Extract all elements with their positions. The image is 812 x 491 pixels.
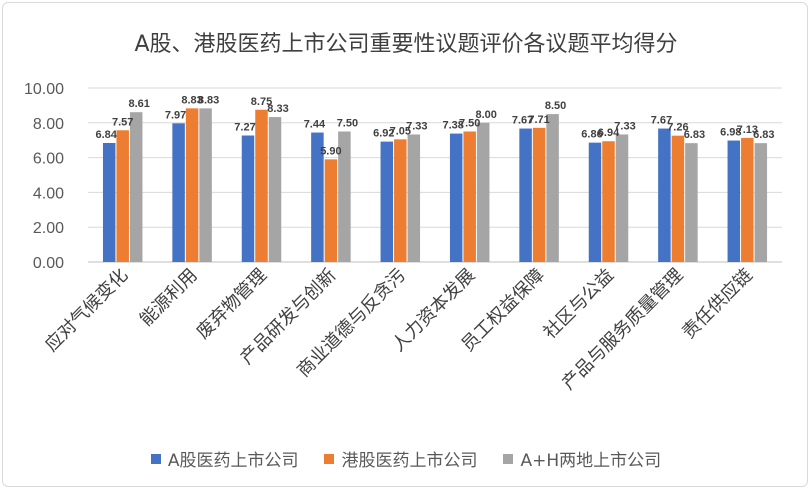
bar [476,122,490,262]
data-label: 7.05 [390,125,411,137]
data-label: 7.67 [512,115,533,127]
data-label: 7.13 [737,124,758,136]
data-label: 6.94 [598,127,620,139]
data-label: 6.98 [720,127,741,139]
data-label: 8.33 [267,103,288,115]
x-category-label: 责任供应链 [678,265,756,343]
data-label: 7.97 [165,109,186,121]
legend-label: A+H两地上市公司 [520,451,662,471]
bar [407,134,421,262]
bar [658,128,671,262]
bar [116,130,129,262]
y-tick-label: 6.00 [33,151,64,168]
bar [588,142,602,262]
legend: A股医药上市公司 港股医药上市公司 A+H两地上市公司 [0,446,812,471]
y-tick-label: 8.00 [33,116,64,133]
data-label: 7.27 [234,122,255,134]
bar [172,123,185,263]
data-label: 6.92 [373,128,394,140]
bar [311,132,324,262]
bar [241,135,255,262]
bar [546,114,559,262]
bar [268,117,282,262]
bars [102,108,768,263]
bar [324,159,338,262]
data-label: 8.75 [251,96,272,108]
legend-label: A股医药上市公司 [167,451,299,471]
data-label: 7.67 [651,115,672,127]
data-label: 7.26 [667,122,688,134]
bar [338,131,351,262]
data-labels: 6.847.57 8.61 7.97 8.838.83 7.27 8.758.33 7.44… [95,94,774,157]
bar [741,137,754,262]
data-label: 7.33 [614,120,635,132]
data-label: 7.50 [459,118,480,130]
bar [185,108,199,262]
bar [129,112,143,262]
legend-item: 港股医药上市公司 [324,446,477,471]
data-label: 5.90 [320,145,341,157]
legend-swatch [150,453,161,464]
chart-title: A股、港股医药上市公司重要性议题评价各议题平均得分 [134,32,678,57]
bar [449,133,463,262]
y-axis: 0.00 2.00 4.00 6.00 8.00 10.00 [24,81,64,272]
data-label: 7.44 [304,119,326,131]
data-label: 8.61 [128,98,149,110]
data-label: 7.50 [337,118,358,130]
y-tick-label: 0.00 [33,255,64,272]
bar [394,139,407,262]
x-category-label: 应对气候变化 [41,265,132,356]
data-label: 6.86 [581,129,602,141]
bar [727,140,741,262]
bar [380,141,394,262]
bar [102,142,116,262]
x-axis: 应对气候变化 能源利用废弃物管理产品研发与创新商业道德与反贪污人力资本发展员工权益… [41,265,757,394]
data-label: 8.83 [198,94,219,106]
legend-item: A股医药上市公司 [150,446,299,471]
y-tick-label: 2.00 [33,220,64,237]
x-category-label: 能源利用 [136,265,202,331]
bar [519,128,532,262]
data-label: 7.57 [112,116,133,128]
data-label: 8.00 [475,109,496,121]
bar [463,131,476,262]
y-tick-label: 4.00 [33,185,64,202]
y-tick-label: 10.00 [24,81,64,98]
legend-swatch [324,453,335,464]
data-label: 7.33 [406,120,427,132]
bar [199,108,212,262]
x-category-label: 产品与服务质量管理 [558,265,687,394]
legend-swatch [503,453,514,464]
bar [255,109,268,262]
bar [754,143,768,262]
legend-label: 港股医药上市公司 [341,451,478,471]
data-label: 6.84 [95,129,117,141]
bar [671,135,685,262]
bar [532,127,546,262]
data-label: 8.50 [545,100,566,112]
data-label: 7.38 [442,120,463,132]
data-label: 7.71 [528,114,549,126]
data-label: 6.83 [684,129,705,141]
data-label: 6.83 [753,129,774,141]
bar [602,141,615,262]
bar [685,143,698,262]
legend-item: A+H两地上市公司 [503,446,661,471]
bar [615,134,629,262]
data-label: 8.83 [181,94,202,106]
